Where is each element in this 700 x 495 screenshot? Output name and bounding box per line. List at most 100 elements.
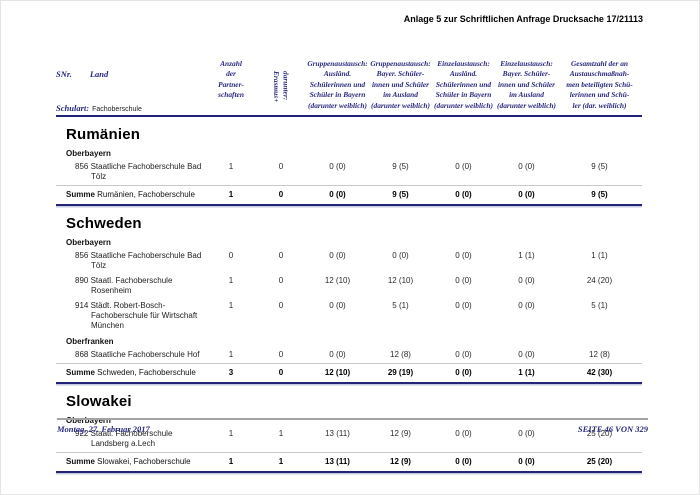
- schulart-row: Schulart: Fachoberschule: [56, 103, 142, 115]
- value-cell: 0: [278, 161, 284, 171]
- value-cell: 0: [278, 275, 284, 285]
- schulart-label: Schulart:: [56, 103, 90, 113]
- header-col-gruppen-bayern: Gruppenaustausch: Bayer. Schüler- innen …: [370, 59, 431, 110]
- value-cell: 0 (0): [329, 349, 346, 359]
- school-row: 890 Staatl. Fachoberschule Rosenheim 1 0 12…: [56, 273, 642, 298]
- value-cell: 1: [228, 428, 234, 438]
- page-annotation: Anlage 5 zur Schriftlichen Anfrage Druck…: [403, 14, 643, 24]
- page-footer: Montag, 27. Februar 2017 SEITE 46 VON 32…: [57, 418, 648, 434]
- school-name: 868 Staatliche Fachoberschule Hof: [75, 349, 200, 359]
- value-cell: 0 (0): [455, 250, 472, 260]
- value-cell: 1 (1): [591, 250, 608, 260]
- value-cell: 5 (1): [591, 300, 608, 310]
- value-cell: 12 (10): [324, 275, 351, 285]
- country-title: Rumänien: [66, 126, 141, 143]
- country-section: Slowakei Oberbayern 922 Staatl. Fachobersc…: [56, 393, 642, 473]
- value-cell: 9 (5): [591, 161, 608, 171]
- header-col-gesamtzahl: Gesamtzahl der an Austauschmaßnah- men b…: [566, 59, 633, 110]
- school-row: 856 Staatliche Fachoberschule Bad Tölz 0 0…: [56, 248, 642, 273]
- summe-value-cell: 0 (0): [455, 189, 472, 199]
- summe-value-cell: 1 (1): [518, 367, 535, 377]
- summe-value-cell: 42 (30): [586, 367, 613, 377]
- value-cell: 1: [228, 300, 234, 310]
- school-name: 856 Staatliche Fachoberschule Bad Tölz: [75, 161, 202, 181]
- table-body: Rumänien Oberbayern 856 Staatliche Fachobe…: [56, 126, 642, 473]
- header-name-cell: SNr. Land Schulart: Fachoberschule: [56, 55, 206, 119]
- table-header: SNr. Land Schulart: Fachoberschule Anzahl …: [56, 55, 642, 117]
- value-cell: 0 (0): [455, 349, 472, 359]
- value-cell: 0 (0): [329, 161, 346, 171]
- value-cell: 1: [278, 428, 284, 438]
- country-title: Schweden: [66, 215, 142, 232]
- summe-label-bold: Summe: [66, 189, 95, 199]
- school-row: 868 Staatliche Fachoberschule Hof 1 0 0 (0)…: [56, 347, 642, 362]
- value-cell: 12 (8): [589, 349, 610, 359]
- country-section: Schweden Oberbayern 856 Staatliche Fachobe…: [56, 215, 642, 384]
- summe-value-cell: 0: [278, 367, 284, 377]
- summe-value-cell: 9 (5): [591, 189, 608, 199]
- summe-value-cell: 0 (0): [518, 189, 535, 199]
- footer-date: Montag, 27. Februar 2017: [57, 424, 150, 434]
- value-cell: 0 (0): [518, 300, 535, 310]
- header-snr: SNr.: [56, 69, 72, 79]
- summe-label-bold: Summe: [66, 367, 95, 377]
- value-cell: 0 (0): [329, 300, 346, 310]
- school-name: 856 Staatliche Fachoberschule Bad Tölz: [75, 250, 202, 270]
- summe-label-bold: Summe: [66, 456, 95, 466]
- summe-label: Summe Schweden, Fachoberschule: [66, 367, 196, 377]
- summe-value-cell: 1: [228, 189, 234, 199]
- summe-value-cell: 0 (0): [329, 189, 346, 199]
- summe-value-cell: 9 (5): [392, 189, 409, 199]
- value-cell: 0: [278, 250, 284, 260]
- value-cell: 12 (10): [387, 275, 414, 285]
- region-label: Oberbayern: [66, 416, 111, 425]
- school-name: 890 Staatl. Fachoberschule Rosenheim: [75, 275, 173, 295]
- value-cell: 0 (0): [392, 250, 409, 260]
- summe-value-cell: 25 (20): [586, 456, 613, 466]
- summe-value-cell: 0 (0): [518, 456, 535, 466]
- summe-value-cell: 0: [278, 189, 284, 199]
- value-cell: 0 (0): [518, 428, 535, 438]
- value-cell: 12 (8): [390, 349, 411, 359]
- summe-value-cell: 3: [228, 367, 234, 377]
- summe-row: Summe Rumänien, Fachoberschule 1 0 0 (0) 9 (…: [56, 185, 642, 206]
- summe-row: Summe Schweden, Fachoberschule 3 0 12 (10) 2…: [56, 363, 642, 384]
- value-cell: 0: [228, 250, 234, 260]
- summe-label: Summe Slowakei, Fachoberschule: [66, 456, 191, 466]
- header-col-einzel-ausland: Einzelaustausch: Ausländ. Schülerinnen u…: [434, 59, 493, 110]
- footer-page-number: SEITE 46 VON 329: [577, 424, 648, 434]
- summe-value-cell: 1: [228, 456, 234, 466]
- school-row: 914 Städt. Robert-Bosch-Fachoberschule f…: [56, 298, 642, 333]
- header-col-gruppen-ausland: Gruppenaustausch: Ausländ. Schülerinnen …: [307, 59, 368, 110]
- school-row: 856 Staatliche Fachoberschule Bad Tölz 1 0…: [56, 159, 642, 184]
- value-cell: 0 (0): [455, 161, 472, 171]
- summe-value-cell: 13 (11): [325, 456, 350, 466]
- header-partnerships: Anzahl der Partner- schaften: [218, 59, 244, 100]
- region-label: Oberbayern: [66, 238, 111, 247]
- header-erasmus-rotated: darunter: Erasmus+: [272, 71, 291, 103]
- value-cell: 0: [278, 300, 284, 310]
- school-name: 922 Staatl. Fachoberschule Landsberg a.L…: [75, 428, 173, 448]
- country-title: Slowakei: [66, 393, 132, 410]
- region-label: Oberfranken: [66, 337, 114, 346]
- value-cell: 5 (1): [392, 300, 409, 310]
- value-cell: 0 (0): [455, 300, 472, 310]
- value-cell: 24 (20): [586, 275, 613, 285]
- value-cell: 0: [278, 349, 284, 359]
- value-cell: 1: [228, 275, 234, 285]
- value-cell: 1: [228, 161, 234, 171]
- value-cell: 25 (20): [586, 428, 613, 438]
- value-cell: 12 (9): [390, 428, 411, 438]
- summe-value-cell: 0 (0): [455, 456, 472, 466]
- value-cell: 0 (0): [518, 161, 535, 171]
- value-cell: 13 (11): [325, 428, 350, 438]
- country-section: Rumänien Oberbayern 856 Staatliche Fachobe…: [56, 126, 642, 206]
- table: SNr. Land Schulart: Fachoberschule Anzahl …: [56, 55, 642, 473]
- value-cell: 0 (0): [518, 349, 535, 359]
- value-cell: 1: [228, 349, 234, 359]
- value-cell: 9 (5): [392, 161, 409, 171]
- summe-value-cell: 29 (19): [387, 367, 414, 377]
- schulart-value: Fachoberschule: [92, 106, 142, 113]
- header-erasmus-cell: darunter: Erasmus+: [256, 55, 306, 115]
